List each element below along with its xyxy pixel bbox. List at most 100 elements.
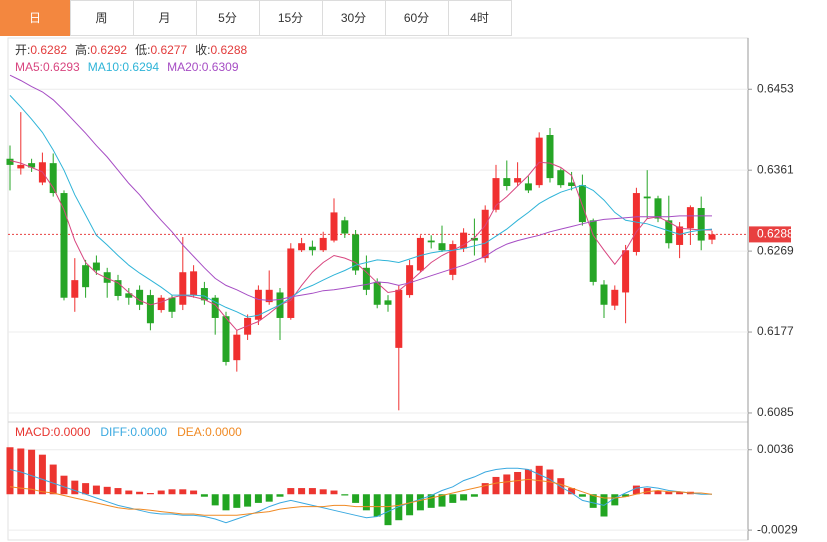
macd-bar	[438, 494, 446, 507]
macd-bar	[125, 490, 133, 495]
tab-bg[interactable]	[196, 0, 260, 36]
macd-bar	[308, 488, 316, 495]
y-tick-label: 0.6177	[757, 324, 794, 338]
tab-bg[interactable]	[385, 0, 449, 36]
legend-label: MA5:	[15, 60, 43, 74]
candle-body	[254, 289, 262, 320]
candle-body	[697, 208, 705, 241]
y-tick-label: 0.6085	[757, 405, 794, 419]
tab[interactable]: 30分	[322, 0, 386, 36]
macd-bar	[92, 485, 100, 495]
candle-body	[654, 198, 662, 219]
line-series	[9, 74, 712, 301]
candle-body	[114, 280, 122, 296]
tab-bg[interactable]	[0, 0, 71, 36]
legend-value: 0.6277	[150, 43, 187, 57]
legend-value: 0.6293	[43, 60, 80, 74]
candle-body	[481, 209, 489, 259]
line-series	[9, 478, 713, 516]
y-tick-label: -0.0029	[757, 522, 798, 536]
macd-bar	[330, 490, 338, 495]
legend-value: 0.6288	[210, 43, 247, 57]
macd-bar	[611, 494, 619, 506]
macd-bar	[524, 469, 532, 495]
macd-bar	[103, 486, 111, 495]
legend-label: 高:	[75, 42, 90, 57]
tab-bg[interactable]	[322, 0, 386, 36]
candle-body	[546, 135, 554, 179]
candle-body	[373, 281, 381, 305]
macd-bar	[384, 494, 392, 526]
tab[interactable]: 60分	[385, 0, 449, 36]
candle-body	[341, 220, 349, 234]
candle-body	[168, 297, 176, 312]
legend-label: MACD:	[15, 425, 54, 439]
macd-bar	[244, 494, 252, 507]
macd-bar	[287, 488, 295, 495]
candle-body	[492, 178, 500, 210]
candle-body	[308, 246, 316, 251]
legend-label: MA20:	[167, 60, 202, 74]
macd-bar	[406, 494, 414, 516]
tab-label[interactable]: 4时	[470, 11, 489, 25]
legend-value: 0.6294	[122, 60, 159, 74]
tab-label[interactable]: 5分	[218, 11, 237, 25]
candle-body	[352, 234, 360, 271]
candle-body	[28, 163, 36, 168]
candle-body	[686, 207, 694, 229]
legend: 开:0.6282 高:0.6292 低:0.6277 收:0.6288	[15, 42, 248, 57]
tab-label[interactable]: 月	[158, 11, 170, 25]
tab[interactable]: 15分	[259, 0, 323, 36]
candle-body	[17, 164, 25, 169]
candle-body	[427, 240, 435, 243]
y-tick-label: 0.0036	[757, 442, 794, 456]
legend-label: 低:	[135, 43, 150, 57]
tab-label[interactable]: 30分	[341, 11, 366, 25]
candle-body	[449, 244, 457, 275]
candle-body	[406, 265, 414, 296]
tab-bg[interactable]	[448, 0, 512, 36]
macd-bar	[276, 494, 284, 497]
y-tick-label: 0.6269	[757, 243, 794, 257]
candle-body	[384, 300, 392, 305]
tab[interactable]: 5分	[196, 0, 260, 36]
tab-label[interactable]: 日	[29, 11, 41, 25]
tab[interactable]: 周	[70, 0, 134, 36]
legend-label: DIFF:	[100, 425, 130, 439]
macd-bar	[71, 480, 79, 495]
tab[interactable]: 4时	[448, 0, 512, 36]
tab-label[interactable]: 60分	[404, 11, 429, 25]
tab[interactable]: 月	[133, 0, 197, 36]
macd-bar	[362, 494, 370, 511]
candle-body	[200, 288, 208, 301]
tab[interactable]: 日	[0, 0, 71, 36]
candle-body	[6, 158, 14, 165]
macd-bar	[449, 494, 457, 503]
y-tick-label: 0.6361	[757, 162, 794, 176]
last-price-tag	[749, 226, 791, 243]
macd-bar	[200, 494, 208, 497]
macd-bar	[6, 447, 14, 495]
candle-body	[222, 316, 230, 362]
candle-body	[460, 232, 468, 249]
tab-label[interactable]: 周	[95, 11, 107, 25]
tab-bg[interactable]	[133, 0, 197, 36]
candle-body	[190, 271, 198, 296]
macd-bar	[233, 494, 241, 508]
macd-bar	[492, 476, 500, 495]
tab-label[interactable]: 15分	[278, 11, 303, 25]
candle-body	[524, 183, 532, 191]
macd-bar	[578, 494, 586, 497]
tab-bg[interactable]	[259, 0, 323, 36]
last-price-label: 0.6288	[757, 227, 794, 241]
macd-bar	[114, 488, 122, 495]
line-series	[9, 467, 712, 524]
macd-bar	[676, 491, 684, 495]
legend-label: MA10:	[88, 60, 123, 74]
macd-bar	[190, 490, 198, 495]
macd-bar	[254, 494, 262, 503]
macd-bar	[622, 494, 630, 497]
candle-body	[416, 237, 424, 271]
macd-bar	[632, 485, 640, 495]
candle-body	[557, 170, 565, 186]
